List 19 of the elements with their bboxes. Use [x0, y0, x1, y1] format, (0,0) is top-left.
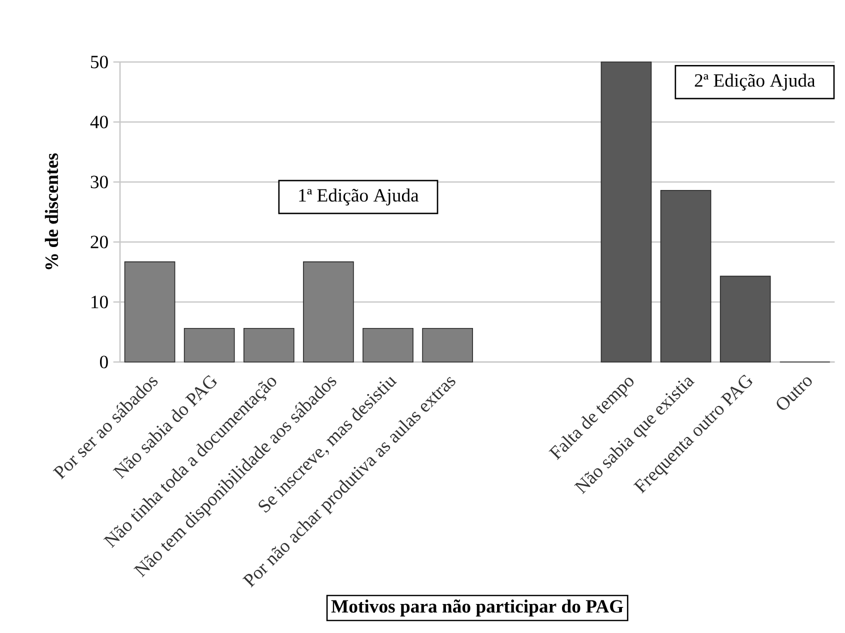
y-axis-title: % de discentes — [44, 153, 58, 270]
bar — [303, 261, 354, 362]
annotation: 2ª Edição Ajuda — [694, 74, 816, 91]
y-tick-label: 50 — [91, 56, 108, 68]
bar — [362, 328, 414, 362]
bar — [720, 276, 771, 362]
annotation: 1ª Edição Ajuda — [299, 188, 419, 206]
bar — [600, 62, 652, 362]
bar — [184, 328, 235, 362]
bar — [660, 190, 712, 362]
bar — [422, 328, 473, 362]
y-tick-label: 10 — [92, 296, 108, 308]
y-tick-label: 30 — [90, 176, 108, 188]
bar — [243, 328, 294, 362]
y-tick-label: 0 — [100, 356, 108, 368]
y-tick-label: 20 — [90, 236, 108, 248]
bar — [124, 261, 176, 362]
y-tick-label: 40 — [90, 116, 108, 128]
x-axis-title: Motivos para não participar do PAG — [331, 600, 624, 616]
